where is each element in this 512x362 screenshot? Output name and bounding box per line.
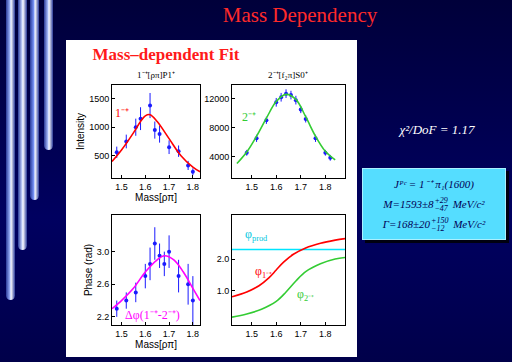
svg-text:1000: 1000 (89, 122, 109, 132)
html-text:−47MeV/c²: −47MeV/c² (434, 198, 485, 214)
svg-text:1500: 1500 (89, 94, 109, 104)
svg-text:1⁻⁺: 1⁻⁺ (115, 106, 129, 120)
svg-text:1.6: 1.6 (139, 182, 152, 192)
html-text:χ²/DoF = 1.17: χ²/DoF = 1.17 (399, 122, 475, 137)
html-text:MeV/c²: MeV/c² (450, 218, 486, 230)
svg-text:2⁻⁺: 2⁻⁺ (242, 110, 256, 124)
svg-text:8000: 8000 (209, 123, 229, 133)
svg-text:1.6: 1.6 (270, 182, 283, 192)
svg-text:1.6: 1.6 (270, 329, 283, 339)
svg-text:1.8: 1.8 (187, 182, 200, 192)
svg-text:2⁻⁺[f₂π]S0⁺: 2⁻⁺[f₂π]S0⁺ (268, 70, 308, 80)
svg-text:Intensity: Intensity (75, 113, 86, 150)
svg-text:Mass[ρπ]: Mass[ρπ] (135, 192, 177, 203)
svg-text:Mass[ρπ]: Mass[ρπ] (135, 339, 177, 350)
svg-text:1.6: 1.6 (139, 329, 152, 339)
svg-text:Phase (rad): Phase (rad) (83, 244, 94, 296)
html-text:M=1593±8+29: M=1593±8+29 (383, 196, 448, 210)
svg-text:2.6: 2.6 (97, 279, 110, 289)
svg-text:φ​prod​: φ​prod​ (245, 227, 268, 243)
svg-text:1.7: 1.7 (295, 329, 308, 339)
svg-text:φ​2⁻⁺​: φ​2⁻⁺​ (297, 287, 314, 303)
svg-text:1.5: 1.5 (115, 182, 128, 192)
svg-text:2.0: 2.0 (217, 254, 230, 264)
html-text:Jᴾᶜ = 1⁻⁺ π₁(1600): Jᴾᶜ = 1⁻⁺ π₁(1600) (394, 178, 474, 190)
svg-text:2.2: 2.2 (97, 312, 110, 322)
svg-text:1.8: 1.8 (319, 182, 332, 192)
svg-text:3.0: 3.0 (97, 247, 110, 257)
svg-text:φ​1⁻⁺​: φ​1⁻⁺​ (255, 264, 272, 280)
svg-text:1.7: 1.7 (295, 182, 308, 192)
svg-text:1⁻⁺[ρπ]P1⁺: 1⁻⁺[ρπ]P1⁺ (137, 70, 175, 80)
html-text:Γ=168±20+150: Γ=168±20+150 (382, 216, 449, 230)
svg-text:12000: 12000 (204, 94, 229, 104)
svg-text:1.7: 1.7 (163, 182, 176, 192)
svg-text:1.7: 1.7 (163, 329, 176, 339)
html-text:−12: −12 (431, 224, 445, 234)
html-text:Mass–dependent Fit: Mass–dependent Fit (92, 45, 240, 64)
svg-text:500: 500 (94, 151, 109, 161)
svg-text:1.8: 1.8 (187, 329, 200, 339)
svg-text:Δφ(1⁻⁺-2⁻⁺): Δφ(1⁻⁺-2⁻⁺) (125, 308, 180, 322)
svg-text:1.8: 1.8 (319, 329, 332, 339)
svg-text:1.0: 1.0 (217, 286, 230, 296)
svg-text:1.5: 1.5 (115, 329, 128, 339)
html-text:Mass Dependency: Mass Dependency (222, 3, 378, 27)
svg-text:1.5: 1.5 (245, 329, 258, 339)
svg-text:1.5: 1.5 (245, 182, 258, 192)
svg-text:4000: 4000 (209, 152, 229, 162)
